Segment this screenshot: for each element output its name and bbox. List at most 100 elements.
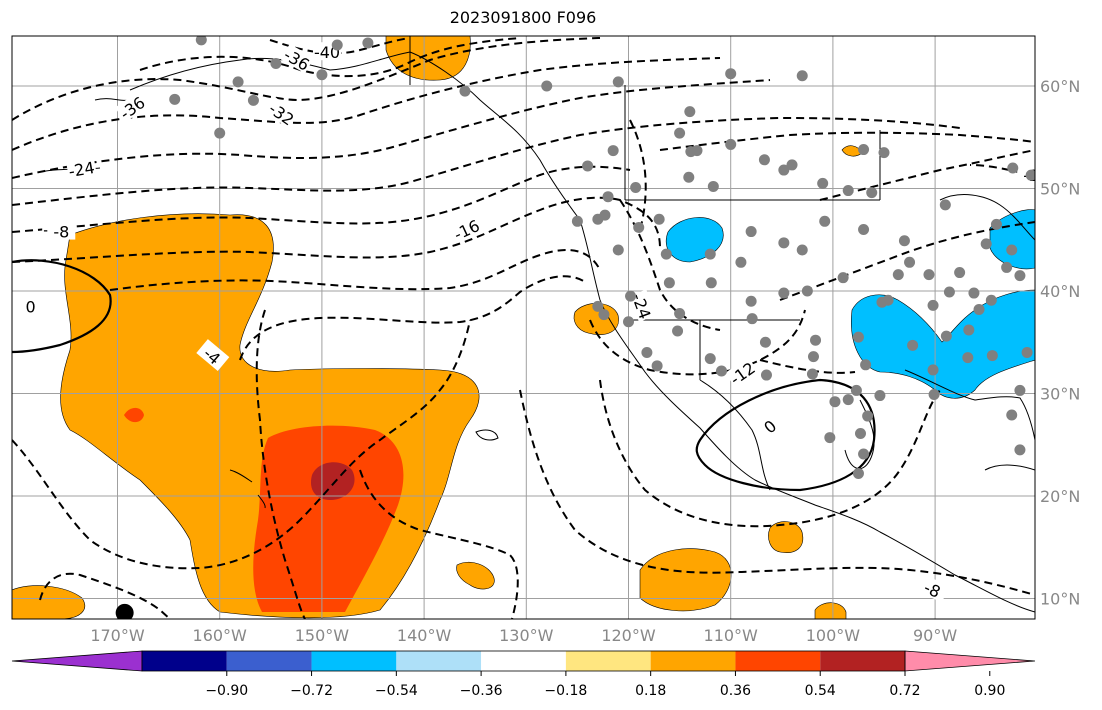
station-dot (169, 93, 181, 105)
station-dot (612, 244, 624, 256)
station-dot (837, 272, 849, 284)
station-dot (707, 180, 719, 192)
station-dot (641, 347, 653, 358)
station-dot (852, 331, 864, 343)
station-dot (786, 159, 798, 171)
colorbar-segment (565, 651, 651, 671)
station-dot (247, 94, 259, 106)
station-dot (842, 185, 854, 197)
station-dot (927, 299, 939, 311)
station-dot (817, 177, 829, 189)
station-dot (796, 244, 808, 256)
colorbar-tick-label: −0.36 (460, 683, 503, 699)
station-dot (1001, 261, 1013, 273)
station-dot (968, 287, 980, 299)
lat-tick-label: 10°N (1040, 590, 1080, 609)
colorbar-tick-label: −0.18 (544, 683, 587, 699)
station-dot (854, 427, 866, 439)
contour-label: 0 (26, 297, 36, 316)
lon-tick-label: 160°W (193, 626, 248, 645)
station-dot (598, 309, 610, 321)
station-dot (633, 221, 645, 233)
station-dot (985, 294, 997, 306)
station-dot (829, 396, 841, 408)
station-dot (778, 237, 790, 249)
station-dot (746, 313, 758, 325)
station-dot (939, 199, 951, 211)
station-dot (907, 339, 919, 351)
station-dot (874, 390, 886, 402)
station-dot (362, 37, 374, 49)
station-dot (758, 154, 770, 166)
colorbar-tick-label: −0.54 (375, 683, 418, 699)
station-dot (674, 127, 686, 139)
lon-tick-label: 110°W (704, 626, 759, 645)
station-dot (704, 248, 716, 260)
station-dot (858, 144, 870, 156)
station-dot (704, 353, 716, 365)
station-dot (745, 226, 757, 238)
station-dot (882, 294, 894, 306)
station-dot (612, 76, 624, 88)
station-dot (850, 384, 862, 396)
station-dot (623, 316, 634, 328)
zero-contours (12, 259, 876, 492)
colorbar-segment (142, 651, 227, 671)
colorbar-min-extend (11, 650, 143, 672)
station-dot (1021, 347, 1033, 358)
page-title: 2023091800 F096 (449, 8, 597, 27)
station-dot (842, 394, 854, 406)
station-dot (806, 368, 818, 380)
station-dot (807, 351, 819, 363)
station-dot (943, 286, 955, 298)
contour-label: -8 (921, 578, 943, 602)
colorbar: −0.90 −0.72 −0.54 −0.36 −0.18 0.18 0.36 0.54 0.7… (11, 650, 1036, 699)
station-dot (954, 267, 966, 279)
station-dot (1014, 270, 1026, 282)
station-dot (1014, 384, 1026, 396)
lon-tick-label: 150°W (295, 626, 350, 645)
lat-tick-label: 30°N (1040, 385, 1080, 404)
lat-tick-label: 40°N (1040, 282, 1080, 301)
station-dot (674, 308, 686, 320)
station-dot (571, 215, 583, 227)
station-dot (962, 352, 974, 364)
colorbar-tick-label: 0.72 (889, 683, 920, 699)
colorbar-segment (311, 651, 397, 671)
station-dot (683, 171, 695, 183)
station-dot (735, 256, 747, 268)
station-dot (866, 187, 878, 199)
station-dot (810, 334, 822, 346)
station-dot (663, 277, 675, 289)
map-frame (11, 35, 1036, 620)
colorbar-segment (396, 651, 482, 671)
station-dot (625, 290, 637, 302)
colorbar-segment (481, 651, 566, 671)
station-dot (858, 224, 870, 235)
station-dot (653, 213, 665, 225)
station-dot (778, 164, 790, 176)
station-dot (892, 269, 904, 281)
colorbar-tick-label: −0.72 (290, 683, 333, 699)
station-dot (745, 295, 757, 307)
station-dot (928, 389, 940, 401)
station-dot (651, 360, 663, 372)
station-dot (778, 287, 790, 299)
station-dot (716, 365, 728, 377)
station-dot (705, 277, 717, 289)
lon-tick-label: 170°W (90, 626, 145, 645)
station-dot (270, 57, 282, 69)
latitude-labels: 60°N 50°N 40°N 30°N 20°N 10°N (1040, 77, 1080, 609)
height-contours (12, 37, 1035, 619)
station-dot (541, 80, 553, 92)
colorbar-segment (820, 651, 905, 671)
lon-tick-label: 130°W (499, 626, 554, 645)
colorbar-tick-label: 0.90 (974, 683, 1005, 699)
station-dot (691, 145, 703, 157)
station-dot (858, 448, 870, 460)
station-dot (316, 69, 328, 81)
station-dot (927, 364, 939, 376)
station-dot (672, 325, 684, 337)
colorbar-tick-label: 0.36 (720, 683, 751, 699)
